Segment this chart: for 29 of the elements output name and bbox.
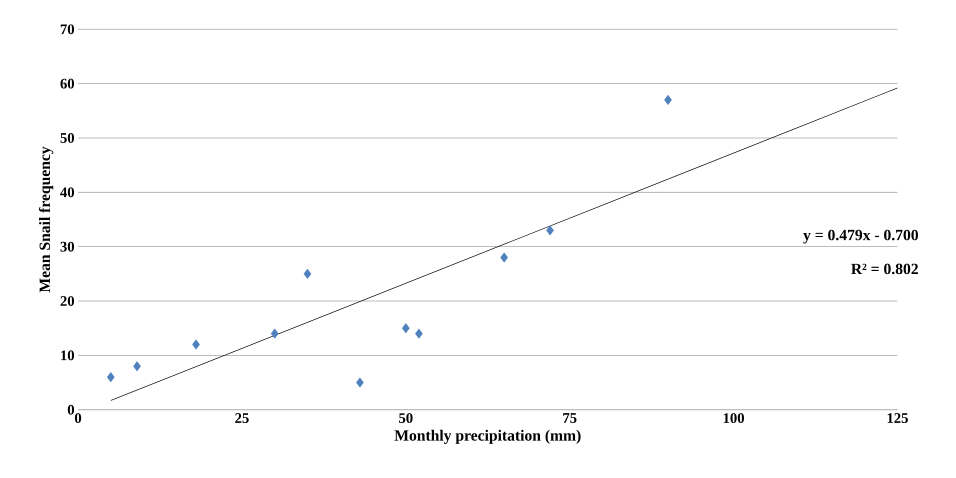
y-tick-label: 30 <box>60 242 74 252</box>
x-tick-label: 0 <box>74 413 82 424</box>
x-tick-label: 100 <box>724 413 744 424</box>
x-tick-label: 75 <box>563 413 576 423</box>
point <box>500 252 508 263</box>
y-tick-label: 50 <box>60 133 74 143</box>
y-tick-label: 70 <box>60 24 74 34</box>
point <box>106 372 115 382</box>
y-tick-label: 0 <box>68 404 74 415</box>
x-tick-label: 125 <box>888 413 908 423</box>
point <box>402 323 410 334</box>
point <box>415 328 423 339</box>
y-tick-label: 10 <box>61 350 74 360</box>
x-tick-label: 25 <box>235 413 249 423</box>
y-tick-label: 60 <box>60 78 74 89</box>
annotation: y = 0.479x - 0.700 <box>803 230 918 244</box>
x-tick-label: 50 <box>399 413 413 424</box>
y-tick-label: 40 <box>60 187 74 198</box>
point <box>664 94 672 105</box>
annotation: R² = 0.802 <box>851 264 918 274</box>
point <box>546 225 554 236</box>
y-tick-label: 20 <box>60 296 74 306</box>
x-axis-title: Monthly precipitation (mm) <box>394 430 581 444</box>
point <box>356 377 364 388</box>
point <box>304 268 312 279</box>
point <box>133 361 141 372</box>
y-axis-title: Mean Snail frequency <box>38 146 54 292</box>
point <box>270 328 279 339</box>
point <box>192 339 200 350</box>
